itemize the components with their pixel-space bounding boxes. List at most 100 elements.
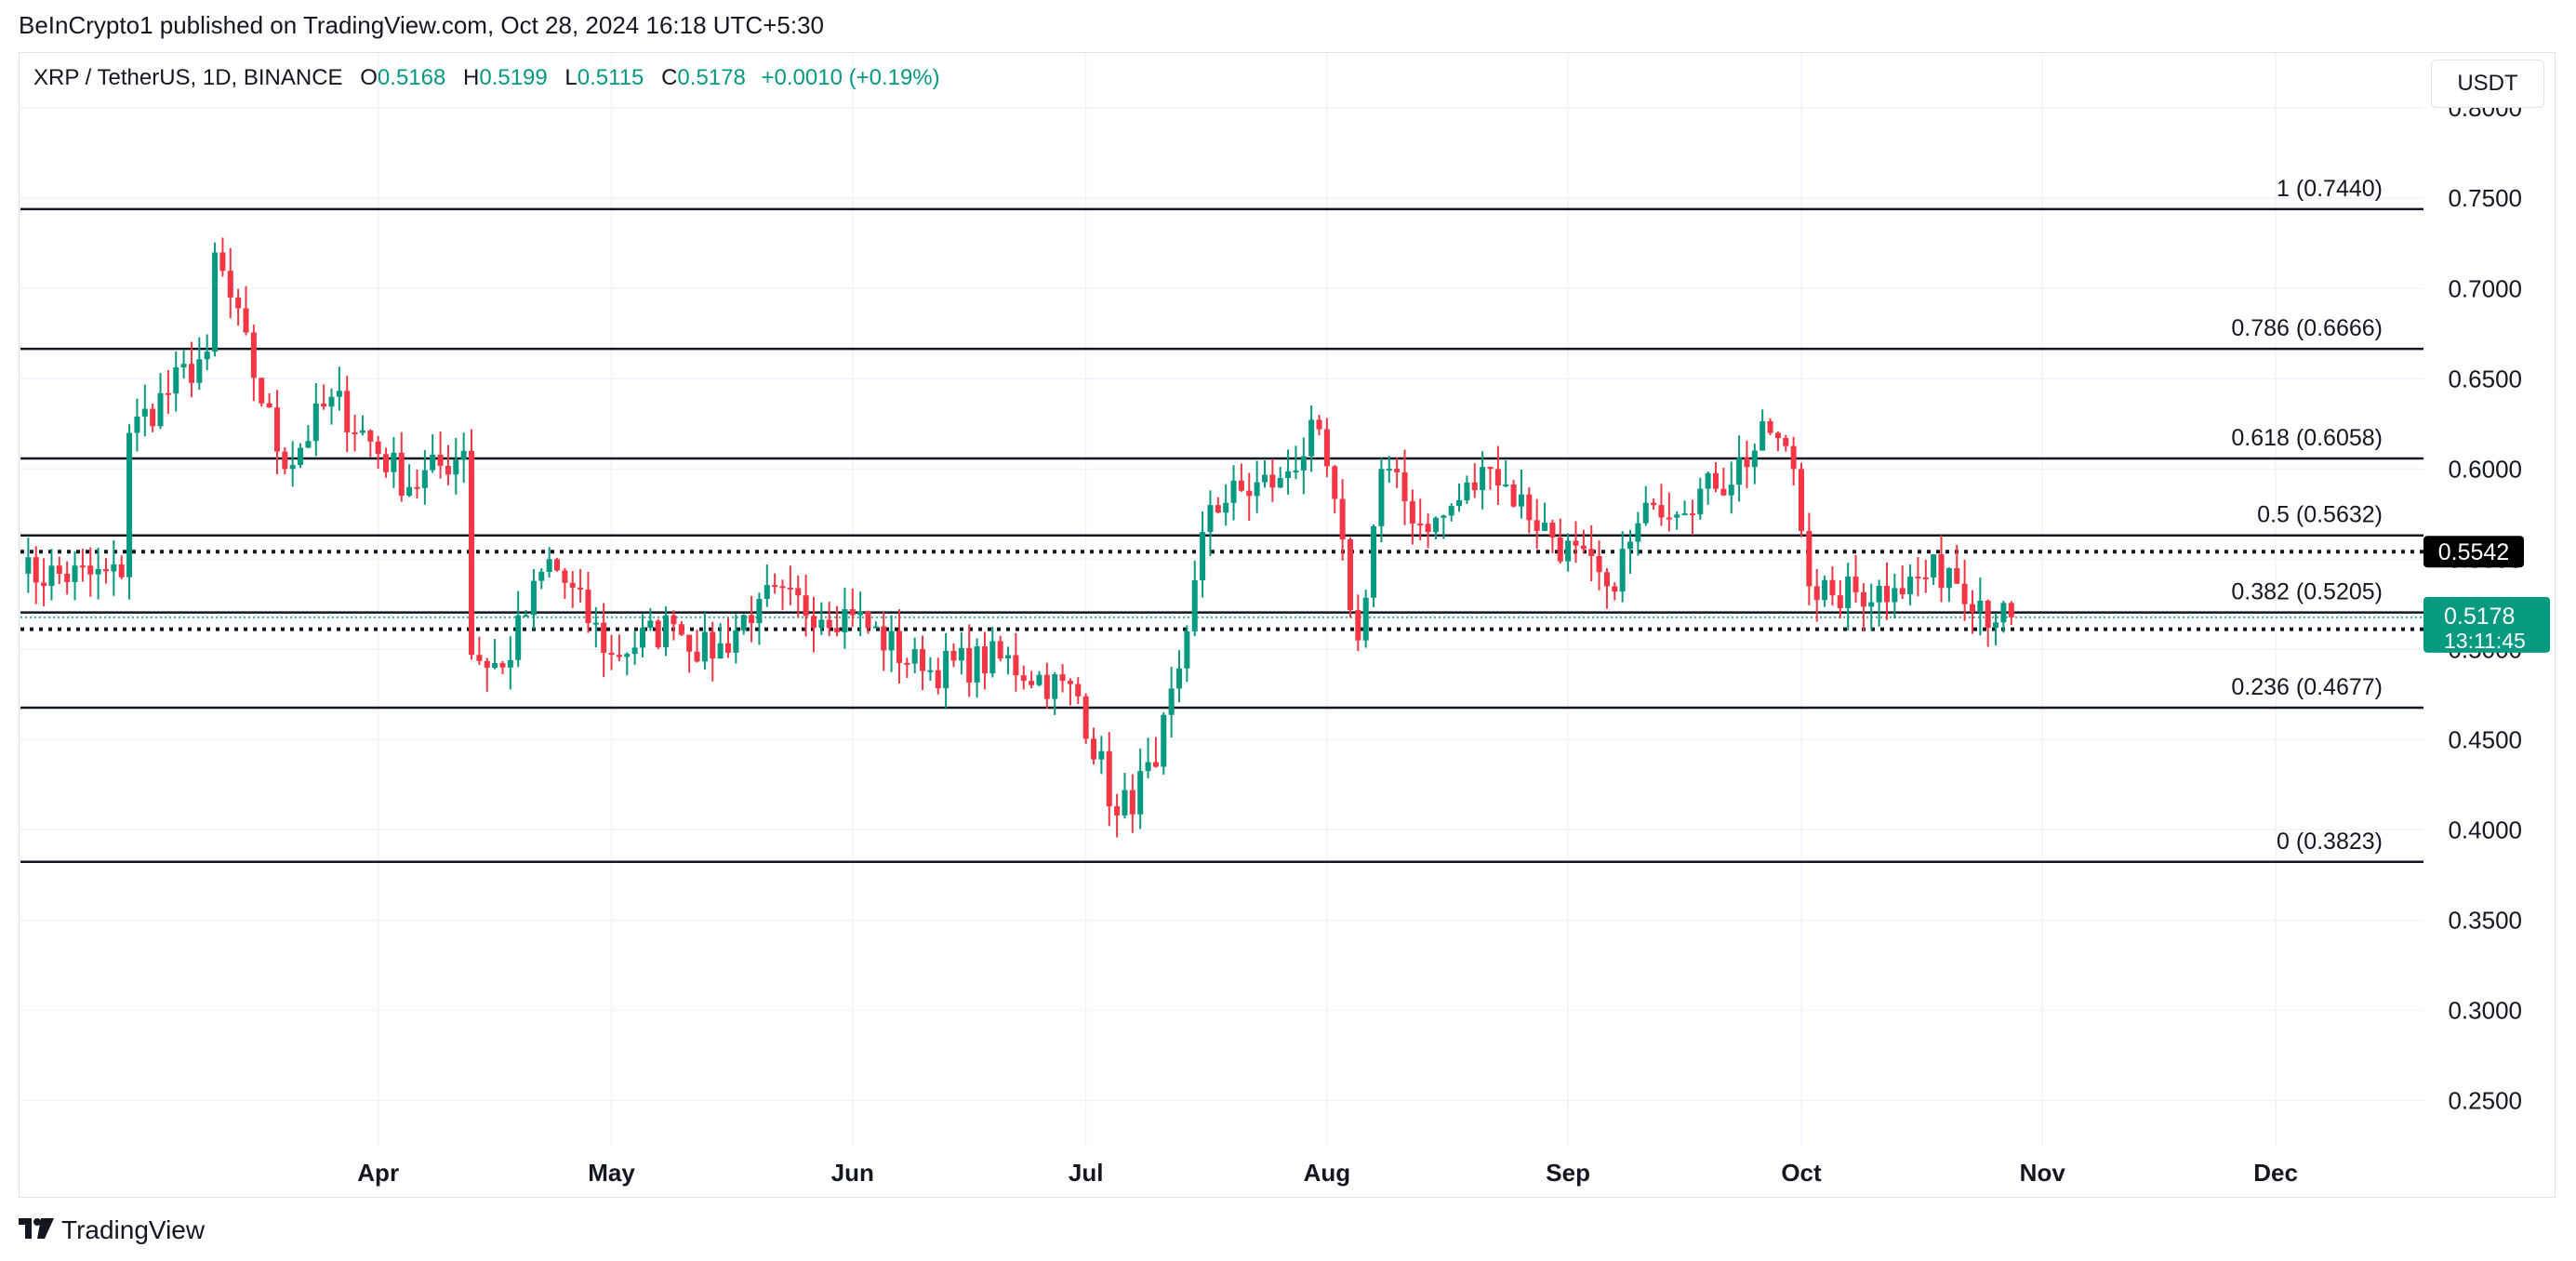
- candle-down: [227, 247, 233, 319]
- candle-body: [1681, 513, 1688, 516]
- candle-up: [72, 551, 78, 601]
- candle-down: [686, 634, 693, 673]
- candle-body: [655, 620, 661, 648]
- candle-body: [1137, 771, 1144, 815]
- candle-body: [328, 396, 335, 407]
- tradingview-footer[interactable]: TradingView: [19, 1215, 205, 1246]
- candle-body: [1347, 538, 1353, 611]
- candle-down: [250, 325, 257, 402]
- candle-up: [818, 602, 825, 635]
- candle-body: [1425, 524, 1431, 533]
- candle-body: [460, 450, 467, 460]
- candle-body: [1658, 505, 1665, 518]
- candle-body: [981, 646, 988, 674]
- candle-body: [1417, 523, 1424, 525]
- close-label: C: [661, 65, 678, 90]
- candle-body: [312, 403, 319, 442]
- candle-body: [212, 252, 219, 352]
- candle-body: [1285, 471, 1292, 479]
- candle-body: [1300, 456, 1307, 471]
- candle-down: [694, 630, 700, 663]
- candle-up: [1005, 646, 1012, 675]
- candle-down: [79, 549, 86, 582]
- candle-body: [1145, 762, 1151, 772]
- candle-down: [1549, 519, 1556, 553]
- candle-up: [1751, 444, 1758, 484]
- candle-up: [1480, 451, 1486, 510]
- candle-down: [33, 546, 39, 604]
- candle-up: [1254, 460, 1260, 513]
- candle-body: [445, 465, 451, 475]
- fib-level-label: 0.786 (0.6666): [2231, 315, 2383, 341]
- countdown-label: 13:11:45: [2444, 629, 2526, 653]
- candle-body: [118, 564, 125, 577]
- candle-body: [592, 622, 599, 625]
- candle-down: [188, 341, 194, 398]
- candle-body: [126, 432, 133, 577]
- candle-body: [1409, 501, 1415, 524]
- candle-down: [1985, 599, 1991, 647]
- ohlc-legend: XRP / TetherUS, 1D, BINANCE O0.5168 H0.5…: [33, 65, 940, 91]
- candle-down: [1394, 458, 1401, 488]
- candle-up: [1362, 590, 1369, 648]
- candle-body: [1736, 458, 1743, 485]
- candle-body: [1043, 674, 1050, 699]
- candle-body: [849, 609, 856, 616]
- y-tick-label: 0.4500: [2448, 725, 2522, 753]
- candle-body: [1573, 540, 1579, 546]
- candle-up: [740, 614, 747, 635]
- candle-down: [1029, 670, 1035, 689]
- candle-down: [1269, 458, 1276, 502]
- candle-down: [1082, 693, 1089, 744]
- candle-body: [1829, 579, 1836, 596]
- candle-up: [639, 614, 646, 657]
- candle-up: [212, 242, 219, 357]
- symbol-label[interactable]: XRP / TetherUS, 1D, BINANCE: [33, 65, 343, 90]
- candle-body: [1277, 478, 1283, 488]
- candle-down: [671, 610, 677, 641]
- candle-body: [180, 364, 187, 368]
- candle-body: [359, 430, 365, 433]
- candle-body: [842, 609, 848, 632]
- candle-down: [710, 621, 716, 682]
- candle-up: [1191, 560, 1198, 636]
- candle-body: [33, 557, 39, 583]
- candle-body: [1822, 579, 1828, 601]
- candle-body: [904, 662, 910, 665]
- candle-up: [1518, 469, 1524, 519]
- candle-body: [188, 364, 194, 383]
- candle-body: [421, 470, 428, 488]
- candle-body: [87, 565, 94, 575]
- candle-down: [966, 624, 973, 697]
- candle-body: [724, 643, 731, 653]
- candle-up: [1308, 405, 1315, 472]
- candle-down: [997, 635, 1003, 662]
- candle-up: [1261, 460, 1268, 488]
- candle-up: [1627, 529, 1634, 574]
- candle-body: [1596, 555, 1602, 573]
- x-tick-label: Jul: [1069, 1159, 1104, 1187]
- candle-down: [1666, 492, 1672, 532]
- candle-down: [1417, 498, 1424, 540]
- currency-button[interactable]: USDT: [2431, 60, 2544, 108]
- candle-body: [1261, 474, 1268, 483]
- candle-up: [1876, 579, 1882, 627]
- candle-down: [1129, 774, 1135, 833]
- candle-up: [756, 592, 763, 645]
- candle-body: [1223, 502, 1229, 513]
- candle-body: [1938, 554, 1945, 589]
- candle-body: [243, 308, 249, 333]
- candle-up: [1759, 409, 1766, 451]
- y-tick-label: 0.7000: [2448, 274, 2522, 302]
- candle-body: [1448, 506, 1454, 516]
- candle-body: [79, 565, 86, 568]
- candle-body: [1728, 484, 1734, 496]
- candle-body: [1806, 530, 1812, 587]
- candle-up: [1098, 736, 1105, 775]
- candle-body: [173, 367, 179, 394]
- candle-down: [795, 575, 802, 617]
- candle-body: [950, 650, 957, 661]
- candle-down: [282, 446, 288, 475]
- candle-down: [367, 429, 374, 458]
